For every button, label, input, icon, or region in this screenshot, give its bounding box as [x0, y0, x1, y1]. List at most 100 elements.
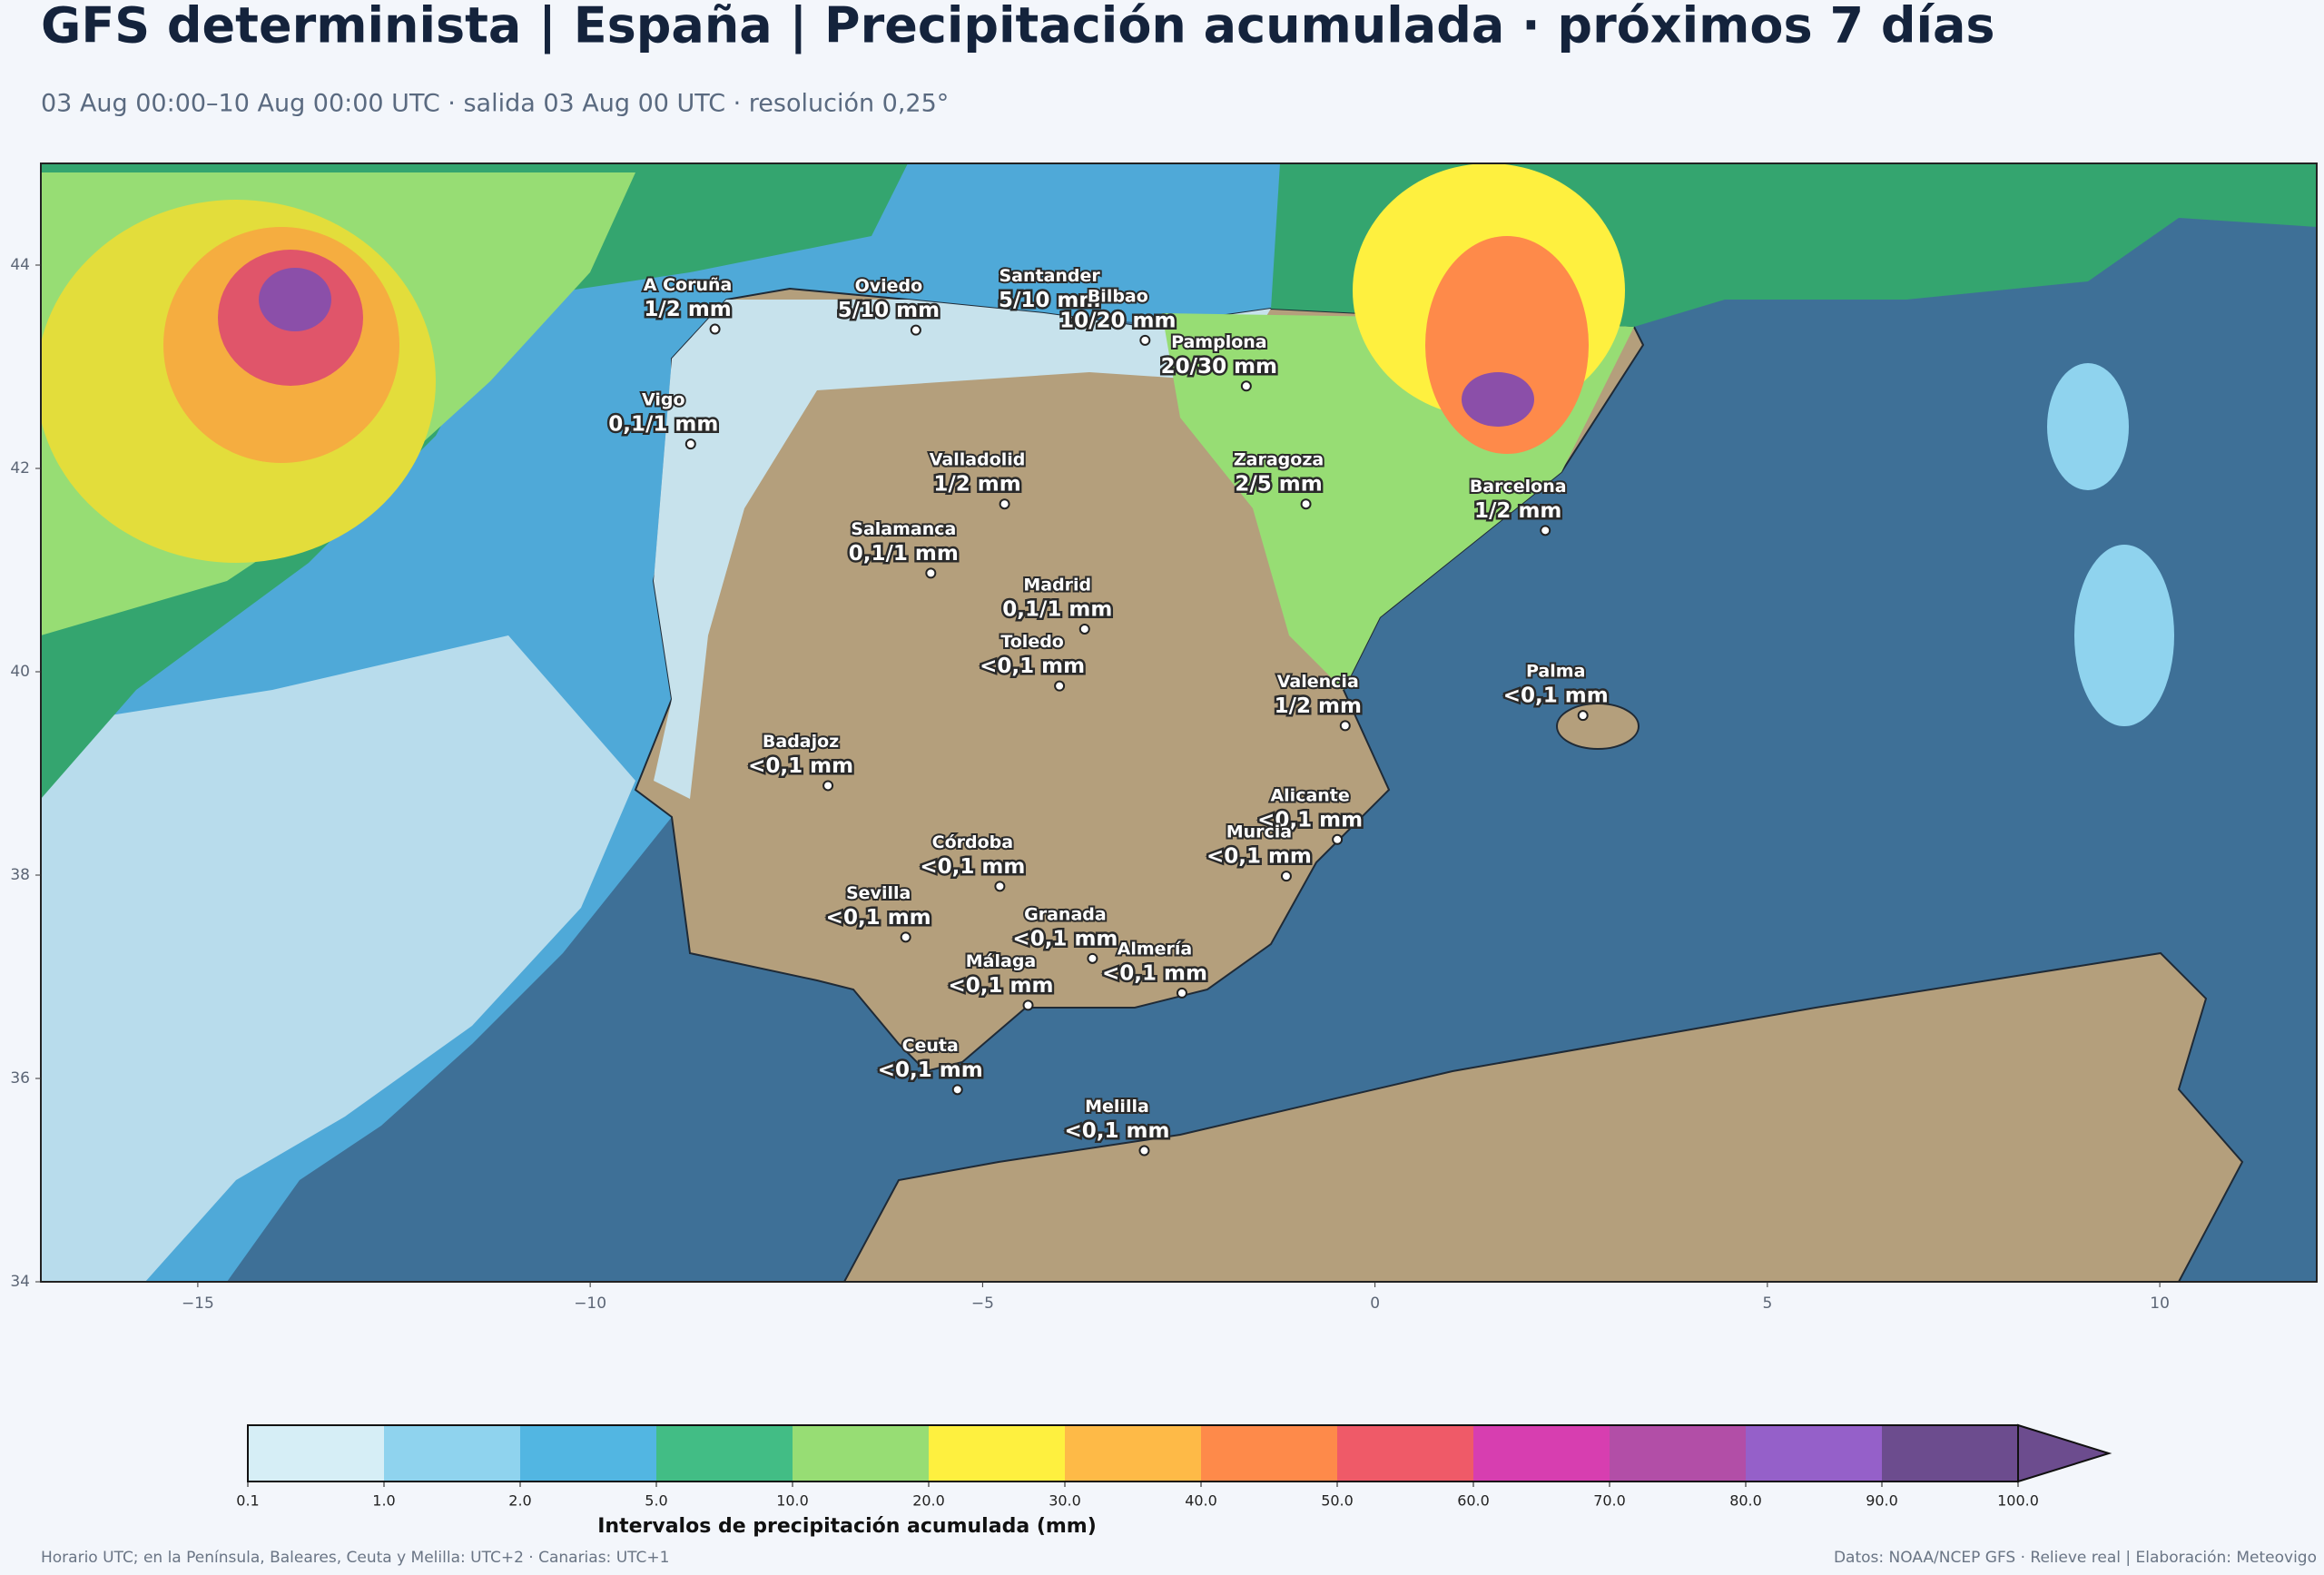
city-name: Palma — [1526, 662, 1585, 682]
city-value: 0,1/1 mm — [1002, 597, 1112, 621]
city-name: Valencia — [1277, 672, 1359, 692]
city-name: Málaga — [966, 951, 1036, 971]
city-marker — [925, 567, 937, 579]
y-tick-label: 42 — [10, 459, 30, 477]
city-marker — [1176, 987, 1187, 999]
colorbar-segment — [656, 1425, 793, 1481]
city-marker — [951, 1084, 963, 1096]
subtitle: 03 Aug 00:00–10 Aug 00:00 UTC · salida 0… — [41, 90, 949, 118]
colorbar-label: Intervalos de precipitación acumulada (m… — [597, 1515, 1097, 1538]
y-tick-label: 38 — [10, 866, 30, 884]
colorbar-segment — [384, 1425, 520, 1481]
colorbar-tick-label: 5.0 — [645, 1492, 667, 1510]
colorbar-tick-label: 50.0 — [1321, 1492, 1354, 1510]
city-name: Bilbao — [1088, 286, 1148, 306]
colorbar-extend — [2017, 1423, 2112, 1483]
city-name: Salamanca — [851, 519, 956, 539]
colorbar-segment — [1337, 1425, 1473, 1481]
x-tick-label: 10 — [2150, 1294, 2170, 1313]
city-name: A Coruña — [644, 275, 733, 295]
city-marker — [684, 438, 696, 450]
city-value: <0,1 mm — [1503, 684, 1609, 708]
city-name: Santander — [999, 266, 1100, 286]
city-marker — [709, 323, 721, 335]
city-value: 5/10 mm — [838, 299, 940, 322]
colorbar-tick-label: 30.0 — [1049, 1492, 1081, 1510]
map-background — [41, 163, 2317, 1282]
city-marker — [1280, 871, 1292, 882]
y-tick-label: 40 — [10, 663, 30, 681]
x-tick-label: −10 — [574, 1294, 606, 1313]
colorbar-segment — [1473, 1425, 1610, 1481]
y-tick-label: 44 — [10, 256, 30, 274]
city-value: 20/30 mm — [1161, 355, 1277, 379]
city-name: Zaragoza — [1234, 450, 1324, 470]
city-value: <0,1 mm — [748, 754, 853, 778]
city-name: Almería — [1118, 939, 1193, 959]
city-marker — [910, 324, 921, 336]
colorbar-segment — [1746, 1425, 1882, 1481]
city-name: Sevilla — [846, 883, 911, 903]
colorbar-tick-label: 100.0 — [1997, 1492, 2039, 1510]
city-value: 0,1/1 mm — [608, 413, 718, 437]
city-name: Toledo — [1000, 632, 1064, 652]
city-value: 1/2 mm — [1275, 694, 1362, 718]
city-value: <0,1 mm — [949, 974, 1054, 998]
colorbar-frame — [247, 1424, 2019, 1482]
city-name: Córdoba — [932, 832, 1013, 852]
city-value: 0,1/1 mm — [849, 542, 959, 566]
city-name: Pamplona — [1171, 332, 1267, 352]
map-frame — [40, 162, 2318, 1283]
colorbar-tick-label: 40.0 — [1185, 1492, 1217, 1510]
city-name: Murcia — [1226, 822, 1292, 842]
city-marker — [1540, 525, 1551, 536]
city-value: <0,1 mm — [1102, 961, 1207, 985]
city-name: Alicante — [1270, 785, 1349, 805]
city-marker — [1577, 710, 1589, 722]
x-tick-label: −15 — [182, 1294, 214, 1313]
x-tick-label: 0 — [1370, 1294, 1380, 1313]
city-value: <0,1 mm — [920, 855, 1025, 879]
city-name: Melilla — [1085, 1097, 1149, 1117]
city-marker — [1300, 498, 1312, 510]
city-marker — [1054, 680, 1066, 692]
colorbar-tick-label: 1.0 — [372, 1492, 395, 1510]
city-name: Barcelona — [1470, 477, 1567, 497]
colorbar-segment — [520, 1425, 656, 1481]
colorbar-tick-label: 0.1 — [236, 1492, 259, 1510]
city-name: Granada — [1024, 904, 1107, 924]
colorbar-tick-label: 80.0 — [1729, 1492, 1762, 1510]
city-value: <0,1 mm — [1012, 927, 1118, 950]
city-marker — [999, 498, 1010, 510]
city-value: <0,1 mm — [1206, 845, 1312, 869]
city-marker — [822, 780, 834, 792]
colorbar-tick-label: 60.0 — [1457, 1492, 1490, 1510]
colorbar-segment — [1065, 1425, 1201, 1481]
city-marker — [1240, 380, 1252, 392]
city-name: Valladolid — [930, 450, 1026, 470]
city-marker — [1022, 999, 1034, 1011]
city-name: Vigo — [642, 390, 685, 410]
city-value: <0,1 mm — [980, 655, 1085, 678]
city-value: 2/5 mm — [1235, 473, 1322, 497]
city-name: Ceuta — [902, 1036, 959, 1056]
colorbar-segment — [793, 1425, 929, 1481]
footer-left: Horario UTC; en la Península, Baleares, … — [41, 1549, 669, 1567]
y-tick-label: 34 — [10, 1273, 30, 1291]
city-name: Oviedo — [855, 276, 923, 296]
city-marker — [1087, 952, 1098, 964]
colorbar-segment — [929, 1425, 1065, 1481]
colorbar-tick-label: 10.0 — [776, 1492, 809, 1510]
colorbar-tick-label: 70.0 — [1593, 1492, 1626, 1510]
city-marker — [900, 931, 911, 943]
city-marker — [1332, 833, 1344, 845]
city-marker — [1339, 720, 1351, 732]
colorbar-tick-label: 2.0 — [508, 1492, 531, 1510]
city-marker — [1071, 314, 1083, 326]
colorbar-segment — [1201, 1425, 1337, 1481]
city-value: <0,1 mm — [1257, 808, 1363, 832]
footer-right: Datos: NOAA/NCEP GFS · Relieve real | El… — [1834, 1549, 2317, 1567]
colorbar-segment — [248, 1425, 384, 1481]
city-value: 10/20 mm — [1059, 309, 1176, 332]
